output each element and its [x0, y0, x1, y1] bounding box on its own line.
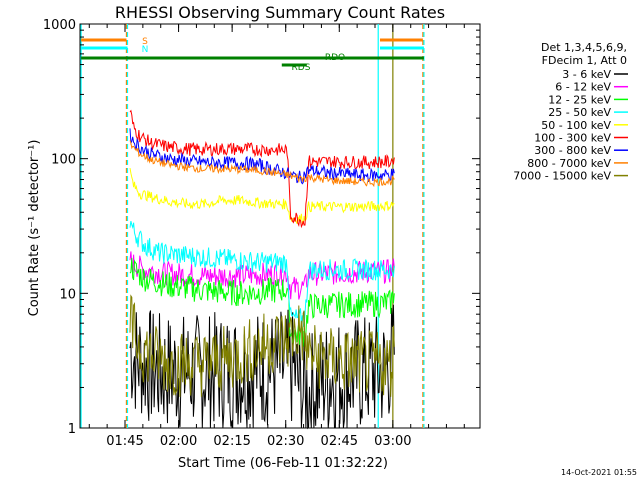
- flag-label-rdo: RDO: [325, 53, 345, 63]
- y-tick-label-3: 1000: [43, 18, 76, 33]
- chart-title: RHESSI Observing Summary Count Rates: [115, 3, 445, 22]
- legend-entry-label-0: 3 - 6 keV: [562, 68, 611, 81]
- series-line-4: [129, 168, 395, 225]
- legend-entry-label-4: 50 - 100 keV: [541, 119, 611, 132]
- series-line-7: [129, 140, 395, 188]
- legend-header-1: Det 1,3,4,5,6,9,: [541, 41, 627, 54]
- flag-label-s: S: [142, 37, 148, 47]
- series-line-6: [129, 128, 395, 185]
- series-line-0: [129, 304, 395, 430]
- y-tick-label-1: 10: [59, 287, 76, 302]
- x-tick-label-2: 02:15: [213, 434, 250, 449]
- x-axis-label: Start Time (06-Feb-11 01:32:22): [178, 456, 388, 471]
- x-tick-label-5: 03:00: [374, 434, 411, 449]
- plot-frame: [79, 23, 481, 429]
- legend-entry-label-5: 100 - 300 keV: [534, 132, 611, 145]
- flag-label-rds: RDS: [292, 63, 311, 73]
- legend-entry-label-2: 12 - 25 keV: [548, 93, 611, 106]
- y-tick-label-2: 100: [51, 153, 76, 168]
- x-tick-label-1: 02:00: [160, 434, 197, 449]
- footer-timestamp: 14-Oct-2021 01:55: [561, 468, 637, 477]
- legend-entry-label-3: 25 - 50 keV: [548, 106, 611, 119]
- x-tick-label-3: 02:30: [267, 434, 304, 449]
- x-tick-label-0: 01:45: [106, 434, 143, 449]
- legend-entry-label-8: 7000 - 15000 keV: [513, 170, 611, 183]
- series-line-2: [129, 257, 395, 347]
- legend-header-2: FDecim 1, Att 0: [542, 54, 627, 67]
- series-line-5: [129, 109, 395, 229]
- x-tick-label-4: 02:45: [321, 434, 358, 449]
- legend-entry-label-6: 300 - 800 keV: [534, 144, 611, 157]
- y-tick-label-0: 1: [68, 422, 76, 437]
- legend-entry-label-1: 6 - 12 keV: [555, 81, 611, 94]
- legend-entry-label-7: 800 - 7000 keV: [527, 157, 611, 170]
- flag-label-n: N: [142, 45, 149, 55]
- y-axis-label: Count Rate (s⁻¹ detector⁻¹): [27, 140, 42, 317]
- series-line-3: [129, 220, 395, 328]
- series-line-8: [129, 294, 395, 397]
